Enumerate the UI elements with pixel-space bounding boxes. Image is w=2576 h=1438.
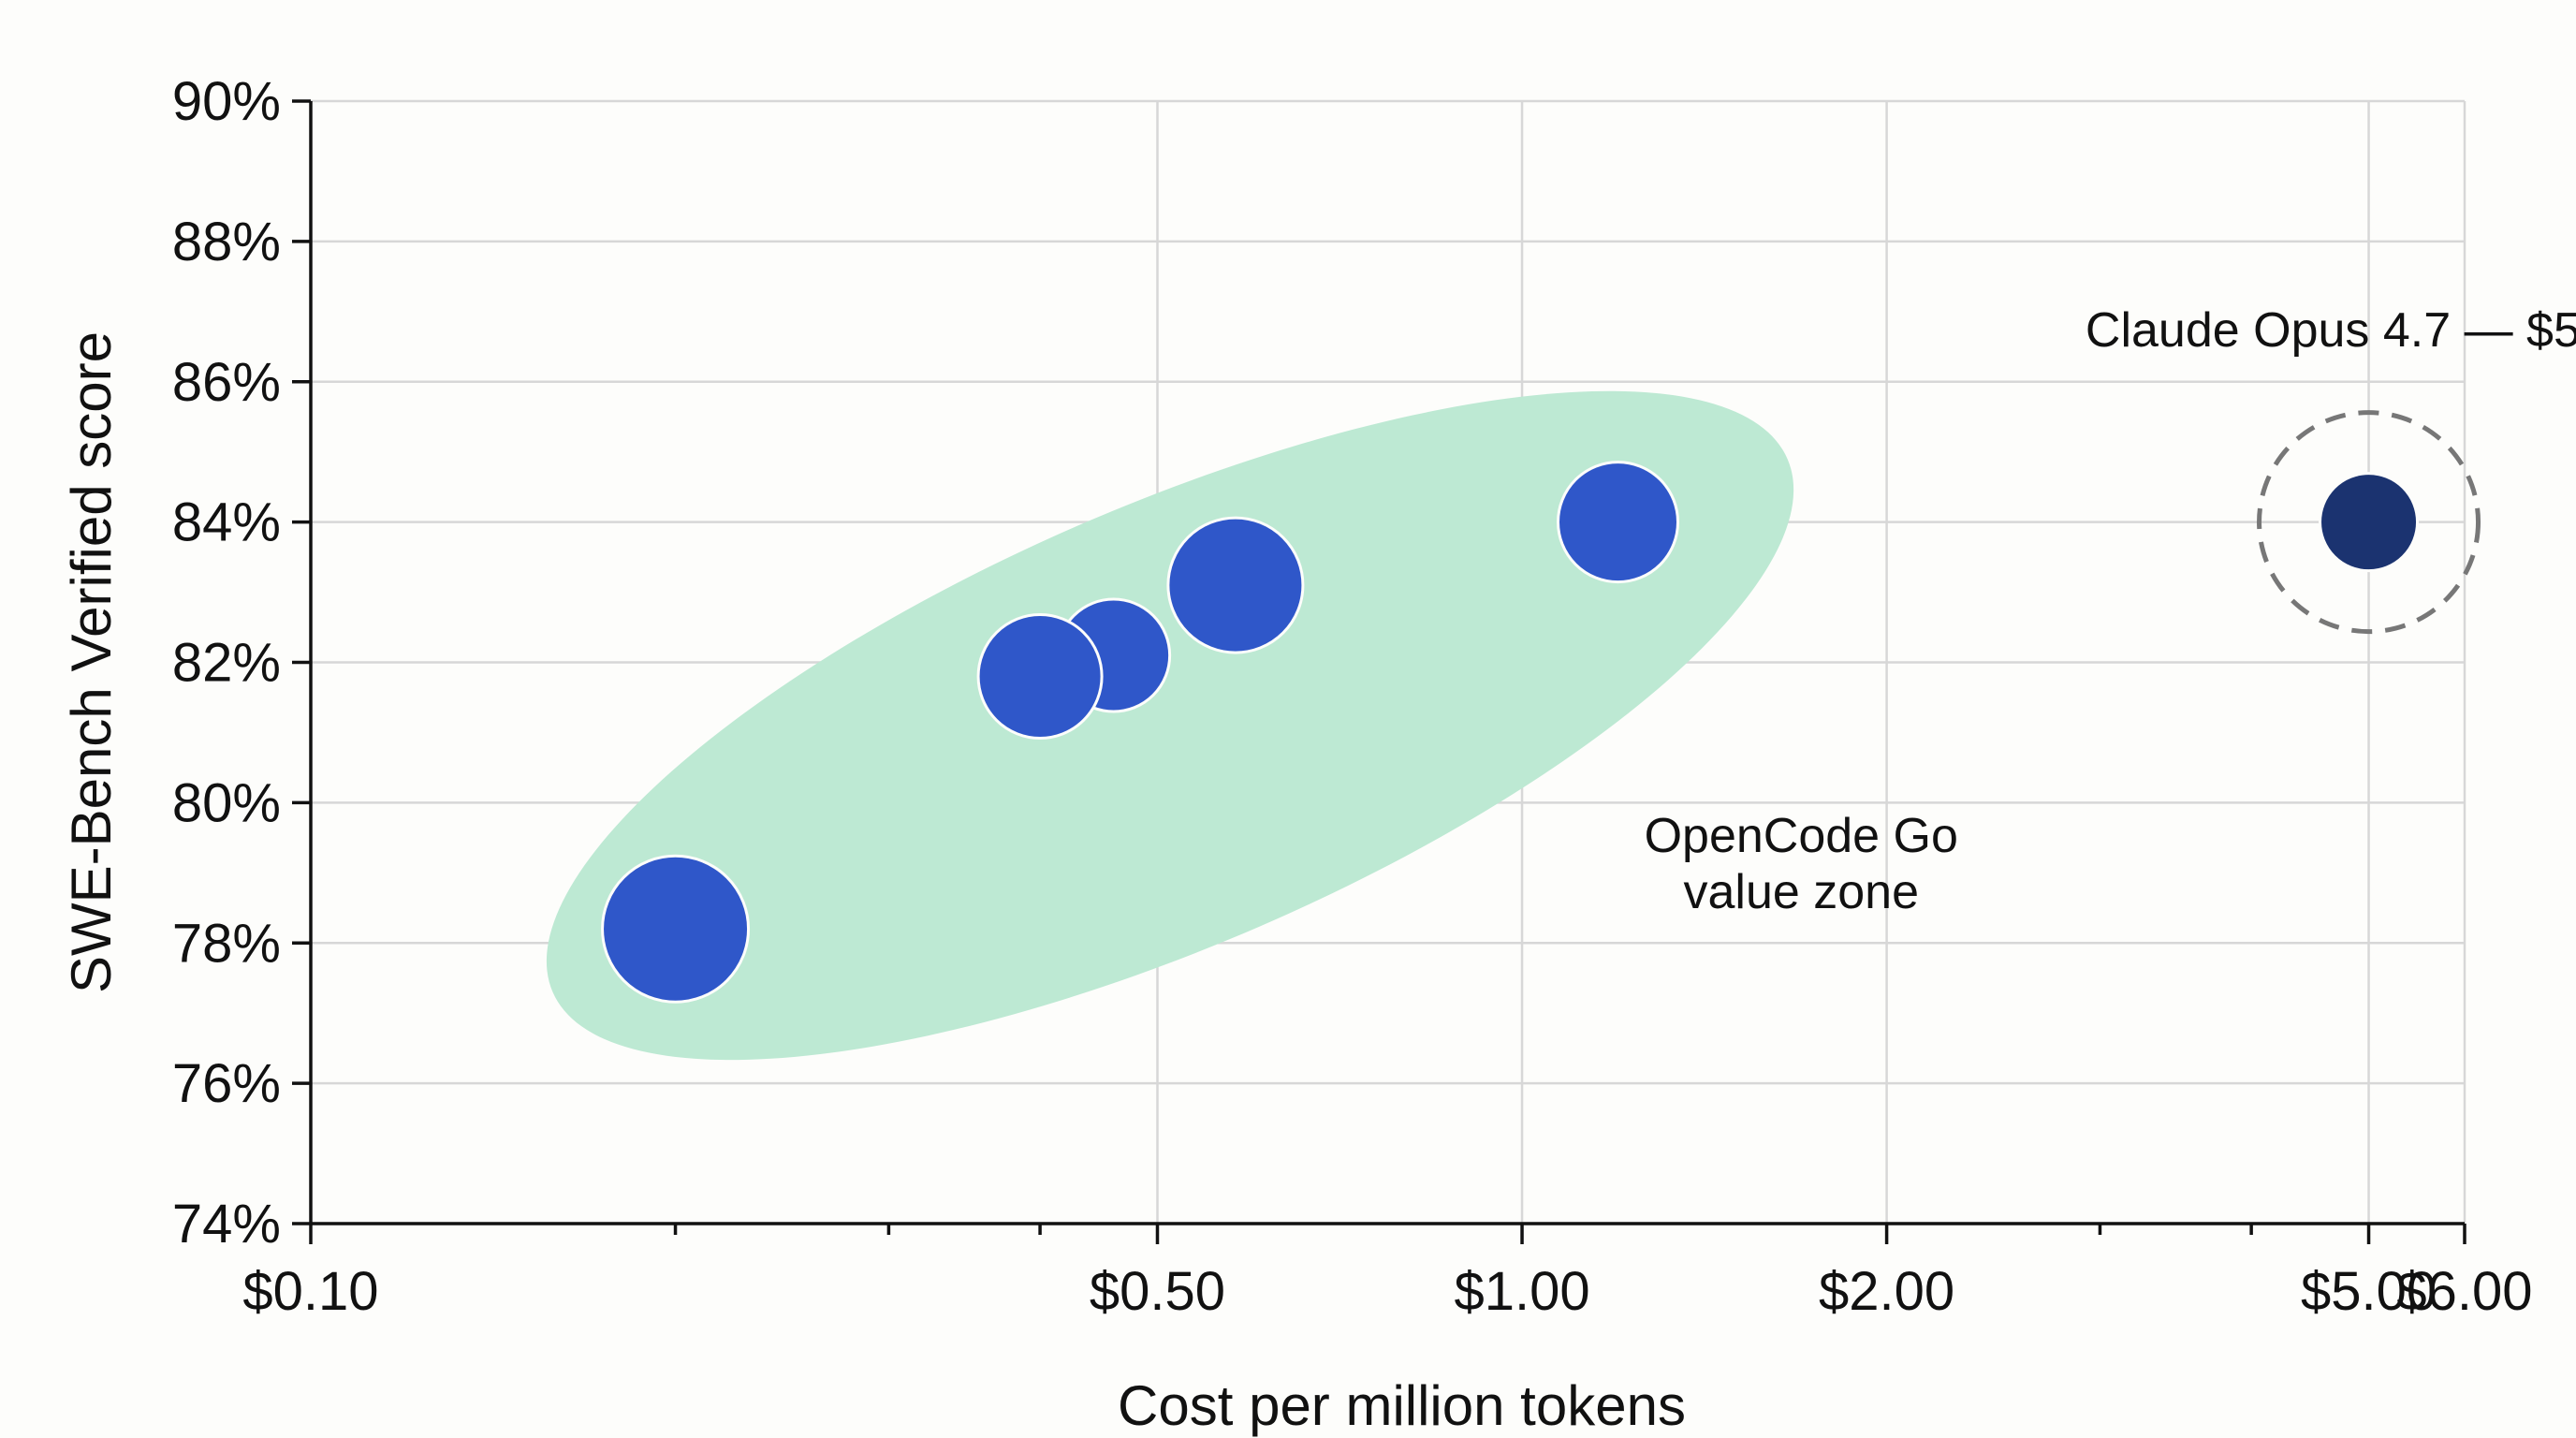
x-tick-label: $0.50 (1090, 1261, 1225, 1322)
highlight-ring (2257, 410, 2481, 635)
y-tick-label: 86% (172, 352, 281, 413)
y-tick-label: 88% (172, 212, 281, 272)
data-point (1557, 461, 1680, 584)
y-tick-label: 76% (172, 1053, 281, 1114)
y-tick-label: 82% (172, 633, 281, 694)
y-tick-label: 78% (172, 913, 281, 974)
labels: SWE-Bench Verified score Cost per millio… (60, 303, 2576, 1437)
x-tick-label: $2.00 (1819, 1261, 1954, 1322)
y-tick-label: 90% (172, 71, 281, 132)
value-zone-label-line-1: OpenCode Go (1645, 809, 1958, 863)
data-point (976, 612, 1104, 740)
x-tick-label: $0.10 (242, 1261, 378, 1322)
y-axis-title: SWE-Bench Verified score (60, 331, 123, 993)
data-point (2319, 472, 2420, 573)
axes: 74% 76% 78% 80% 82% 84% 86% 88% 90% $0.10 $0.50 $1.… (172, 71, 2533, 1322)
x-axis-title: Cost per million tokens (1118, 1374, 1686, 1437)
data-point (1166, 516, 1305, 654)
data-points (601, 410, 2481, 1004)
x-tick-label: $1.00 (1454, 1261, 1589, 1322)
data-point (601, 854, 751, 1004)
value-zone-label-line-2: value zone (1683, 865, 1919, 919)
x-tick-label: $5.00 (2301, 1261, 2437, 1322)
value-zone-ellipse (546, 390, 1794, 1061)
y-tick-label: 84% (172, 492, 281, 553)
y-tick-label: 74% (172, 1194, 281, 1255)
y-tick-label: 80% (172, 772, 281, 833)
value-zone-layer (546, 390, 1794, 1061)
claude-opus-annotation: Claude Opus 4.7 — $5.00 (2086, 303, 2576, 358)
x-tick-label: $6.00 (2396, 1261, 2532, 1322)
